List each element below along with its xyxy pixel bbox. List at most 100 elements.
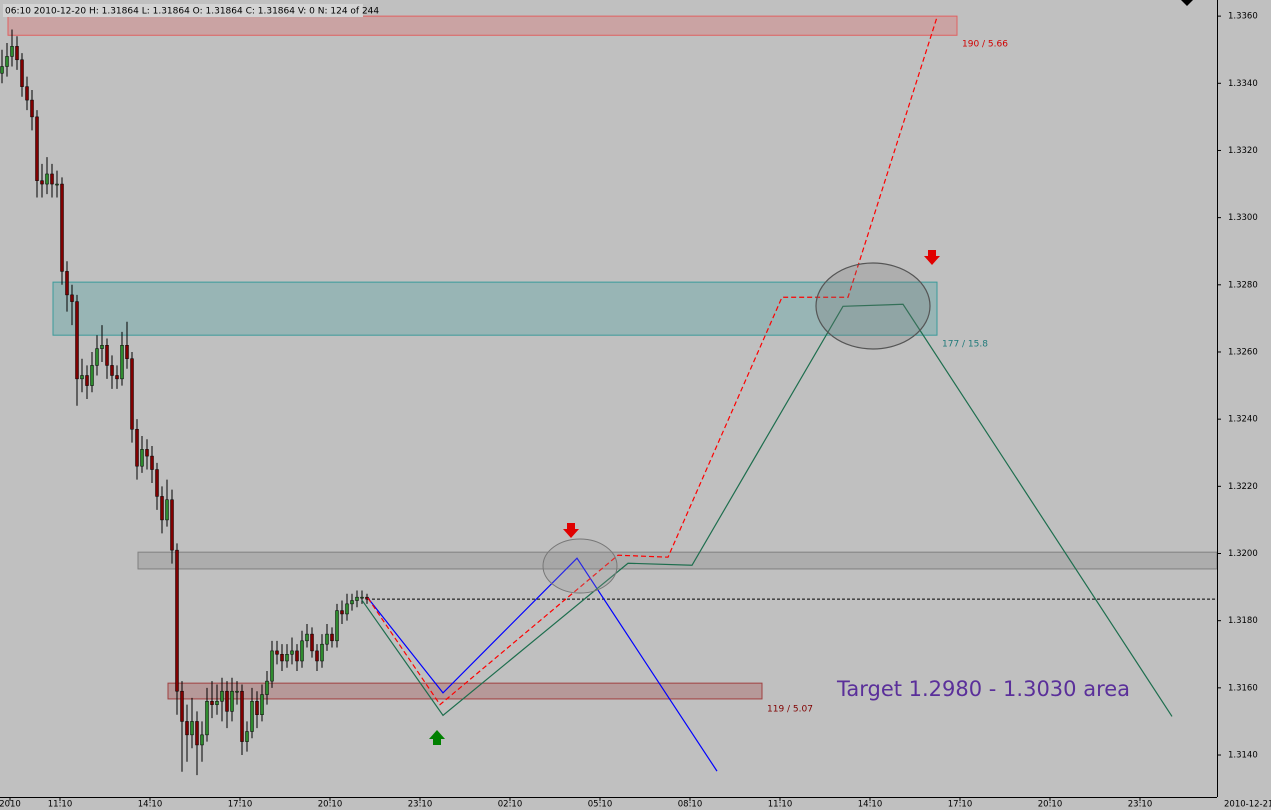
candle-body (325, 633, 329, 645)
candle-body (215, 701, 219, 705)
zone-label: 190 / 5.66 (962, 40, 1008, 50)
price-zone (137, 551, 1218, 570)
candle-body (260, 694, 264, 715)
candle-body (5, 56, 9, 67)
candle-body (180, 690, 184, 722)
y-tick-label: 1.3320 (1228, 146, 1258, 156)
candle-body (185, 721, 189, 736)
candle-body (315, 650, 319, 662)
y-tick-label: 1.3340 (1228, 79, 1258, 89)
candle-body (45, 173, 49, 185)
candle-body (175, 549, 179, 692)
candle-body (355, 596, 359, 601)
x-tick-label: 11:10 (768, 800, 793, 810)
candle-body (220, 690, 224, 702)
candle-body (115, 375, 119, 380)
candle-body (140, 449, 144, 467)
candle-body (110, 365, 114, 376)
candle-body (160, 496, 164, 521)
highlight-ellipse (542, 538, 618, 594)
candle-body (65, 271, 69, 296)
x-tick-label: 14:10 (858, 800, 883, 810)
candle-body (340, 610, 344, 615)
candle-body (60, 183, 64, 272)
candle-body (280, 654, 284, 662)
candle-body (230, 690, 234, 712)
candle-body (130, 358, 134, 430)
candle-body (190, 721, 194, 736)
candle-body (330, 633, 334, 642)
candle-body (105, 345, 109, 366)
candle-body (285, 654, 289, 662)
x-tick-label: 17:10 (228, 800, 253, 810)
x-tick-label: 08:10 (678, 800, 703, 810)
candle-body (295, 650, 299, 662)
projection-path (361, 303, 1173, 717)
x-tick-label: 02:10 (498, 800, 523, 810)
candle-body (195, 721, 199, 746)
y-tick-label: 1.3220 (1228, 482, 1258, 492)
down-arrow (563, 523, 579, 538)
candle-body (350, 600, 354, 605)
candle-body (305, 633, 309, 642)
x-tick-label: 23:10 (408, 800, 433, 810)
candle-body (135, 428, 139, 467)
up-arrow (429, 730, 445, 745)
candle-body (335, 610, 339, 642)
marker-triangle (1181, 0, 1193, 6)
y-tick-label: 1.3180 (1228, 616, 1258, 626)
y-tick-label: 1.3360 (1228, 12, 1258, 22)
candle-body (25, 86, 29, 101)
candle-body (35, 116, 39, 181)
x-tick-label: 23:10 (1128, 800, 1153, 810)
candle-body (270, 650, 274, 682)
y-tick-label: 1.3260 (1228, 347, 1258, 357)
candle-body (100, 345, 104, 349)
price-zone (52, 281, 938, 336)
projection-path (367, 16, 938, 706)
candle-body (90, 365, 94, 386)
y-tick-label: 1.3200 (1228, 549, 1258, 559)
x-tick-label: 2010 (0, 800, 21, 810)
candle-body (145, 449, 149, 457)
candle-body (245, 731, 249, 742)
candle-body (320, 643, 324, 662)
candle-body (150, 455, 154, 470)
y-tick-label: 1.3240 (1228, 415, 1258, 425)
candle-body (345, 603, 349, 615)
candle-body (255, 701, 259, 715)
x-tick-label: 20:10 (318, 800, 343, 810)
candle-body (210, 701, 214, 705)
candle-body (85, 375, 89, 386)
header-box (3, 4, 363, 17)
target-text: Target 1.2980 - 1.3030 area (836, 677, 1130, 701)
candle-body (30, 99, 34, 118)
header-text: 06:10 2010-12-20 H: 1.31864 L: 1.31864 O… (5, 7, 379, 17)
zone-label: 119 / 5.07 (767, 705, 813, 715)
price-zone (7, 15, 958, 36)
candle-body (95, 348, 99, 366)
end-date-label: 2010-12-21 (1224, 800, 1271, 810)
zone-label: 177 / 15.8 (942, 340, 988, 350)
candle-body (10, 46, 14, 57)
plot-area: 1.3140 1.3160 1.3180 1.3200 1.3220 1.3240 1.32… (0, 12, 1258, 810)
candle-body (120, 345, 124, 380)
candle-body (50, 173, 54, 185)
candle-body (300, 640, 304, 662)
projection-path (367, 557, 718, 772)
candle-body (80, 375, 84, 380)
candle-body (360, 596, 364, 599)
candle-body (155, 469, 159, 497)
candle-body (15, 46, 19, 61)
candle-body (125, 345, 129, 359)
y-tick-label: 1.3300 (1228, 213, 1258, 223)
candle-body (20, 59, 24, 87)
candle-body (290, 650, 294, 655)
y-tick-label: 1.3160 (1228, 683, 1258, 693)
x-tick-label: 11:10 (48, 800, 73, 810)
candle-body (240, 690, 244, 742)
candle-body (0, 66, 4, 74)
x-tick-label: 20:10 (1038, 800, 1063, 810)
